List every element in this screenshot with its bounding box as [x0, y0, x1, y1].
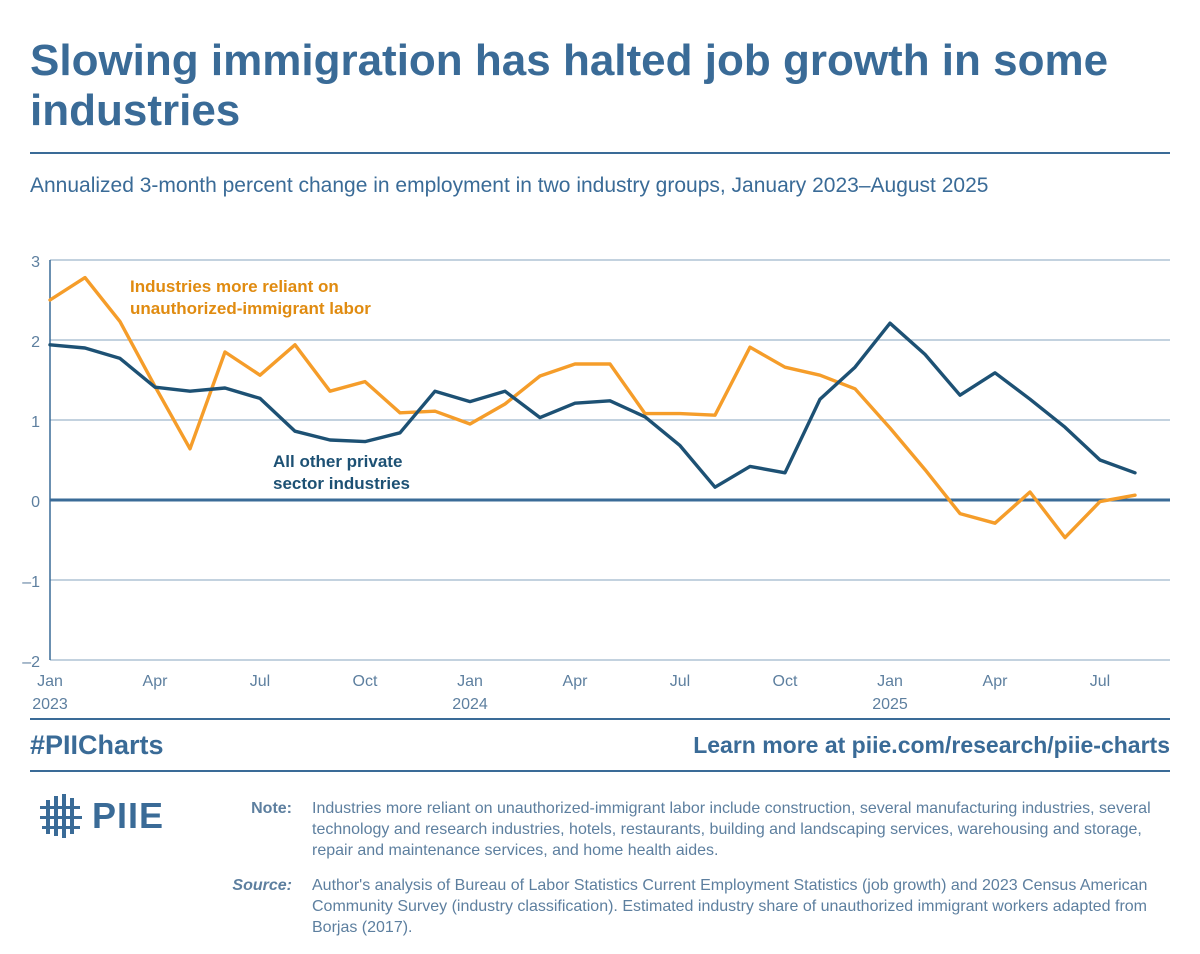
learn-more-link[interactable]: Learn more at piie.com/research/piie-cha…: [693, 732, 1170, 758]
x-tick-label: Apr: [143, 673, 169, 690]
x-tick-label: Jul: [250, 673, 270, 690]
x-tick-label: Jan: [457, 673, 483, 690]
x-tick-label: Oct: [773, 673, 798, 690]
note-row: Note: Industries more reliant on unautho…: [220, 798, 1170, 861]
chart-title: Slowing immigration has halted job growt…: [30, 36, 1109, 135]
other-series-annotation: All other private: [273, 452, 402, 471]
x-tick-year-label: 2024: [452, 696, 488, 710]
y-tick-label: 2: [31, 334, 40, 351]
y-tick-label: 3: [31, 254, 40, 271]
source-text: Author's analysis of Bureau of Labor Sta…: [312, 877, 1148, 936]
other-series-annotation: sector industries: [273, 474, 410, 493]
x-tick-label: Jul: [1090, 673, 1110, 690]
x-tick-label: Apr: [983, 673, 1009, 690]
note-text: Industries more reliant on unauthorized-…: [312, 800, 1151, 859]
hashtag-label: #PIICharts: [30, 730, 164, 760]
x-tick-year-label: 2025: [872, 696, 908, 710]
y-tick-label: 1: [31, 414, 40, 431]
x-tick-label: Apr: [563, 673, 589, 690]
x-tick-label: Jan: [37, 673, 63, 690]
note-label: Note:: [251, 800, 292, 817]
line-chart: 3 2 1 0 –1 –2 Jan 2023 Apr Jul Oct Jan 2024 Apr Jul Oct…: [22, 254, 1170, 710]
x-tick-label: Jul: [670, 673, 690, 690]
chart-subtitle: Annualized 3-month percent change in emp…: [30, 174, 989, 197]
footer-divider: [30, 770, 1170, 772]
piie-logo-text: PIIE: [92, 795, 165, 836]
piie-logo-icon: [40, 794, 82, 838]
y-tick-label: 0: [31, 494, 40, 511]
chart-bottom-divider: [30, 718, 1170, 720]
title-divider: [30, 152, 1170, 154]
source-row: Source: Author's analysis of Bureau of L…: [220, 875, 1170, 938]
y-tick-label: –2: [22, 654, 40, 671]
reliant-series-line: [48, 275, 1137, 540]
reliant-series-annotation: unauthorized-immigrant labor: [130, 299, 371, 318]
other-series-line: [48, 321, 1137, 489]
x-tick-label: Jan: [877, 673, 903, 690]
source-label: Source:: [232, 877, 292, 894]
piie-logo: PIIE: [40, 792, 164, 840]
notes-section: Note: Industries more reliant on unautho…: [220, 798, 1170, 952]
x-tick-label: Oct: [353, 673, 378, 690]
y-tick-label: –1: [22, 574, 40, 591]
x-tick-year-label: 2023: [32, 696, 68, 710]
reliant-series-annotation: Industries more reliant on: [130, 277, 339, 296]
